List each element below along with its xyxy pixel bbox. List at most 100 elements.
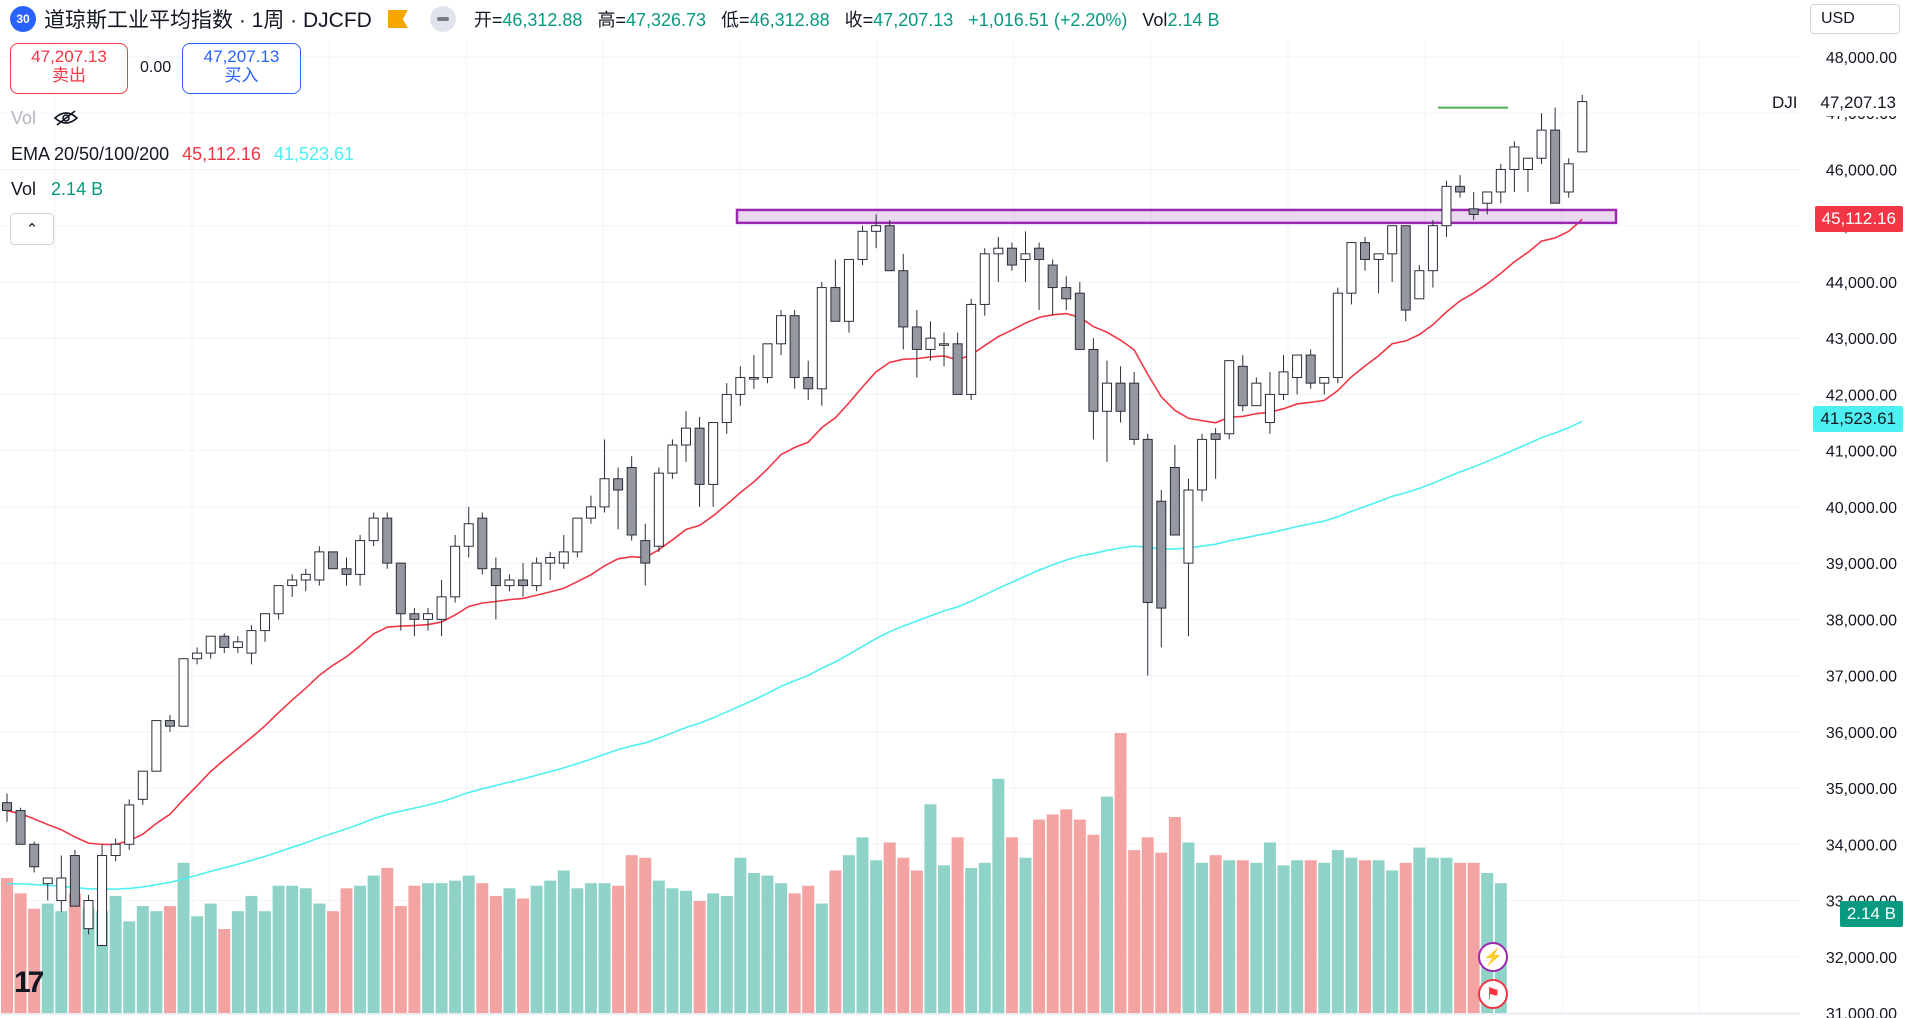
candle-body [1237,365,1248,407]
volume-bar [788,893,801,1013]
volume-bar [856,837,869,1013]
candle-body [667,444,678,474]
volume-bar [938,865,951,1013]
low-label: 低= [721,10,750,30]
price-axis[interactable]: 48,000.0047,000.0046,000.0045,000.0044,0… [1826,50,1897,1018]
resistance-zone[interactable] [735,106,1618,225]
currency-select[interactable]: USD [1810,4,1900,34]
volume-bar [435,883,448,1013]
volume-bar [489,895,502,1013]
volume-bar [910,870,923,1013]
candle-body [124,804,135,845]
legend-ema[interactable]: EMA 20/50/100/200 45,112.16 41,523.61 [11,144,354,165]
buy-price: 47,207.13 [203,47,280,66]
minus-icon [436,17,449,21]
legend-volume[interactable]: Vol 2.14 B [11,179,103,200]
symbol-logo-icon[interactable]: 30 [10,6,36,32]
high-label: 高= [597,10,626,30]
volume-bar [177,862,190,1013]
candle-body [1305,354,1316,384]
candle-body [1414,270,1425,300]
candle-body [911,326,922,350]
candle-body [925,337,936,350]
price-tick-label: 44,000.00 [1826,275,1897,292]
candle-body [504,579,515,587]
candle-body [1224,360,1235,435]
volume-bar [1196,862,1209,1013]
candle-body [843,258,854,322]
sell-label: 卖出 [52,66,86,85]
legend-ema-value-1: 45,112.16 [182,144,261,164]
volume-bar [286,885,299,1013]
volume-bar [1073,819,1086,1013]
volume-bar [1168,817,1181,1013]
change-value: +1,016.51 (+2.20%) [968,10,1128,30]
volume-bar [883,842,896,1013]
ema100-price-tag: 41,523.61 [1813,406,1903,432]
candle-body [1020,253,1031,260]
candle-body [1577,101,1588,153]
low-value: 46,312.88 [749,10,830,30]
candle-body [939,343,950,346]
legend-vol-hidden[interactable]: Vol [11,108,79,129]
candle-body [1197,438,1208,491]
ema-100-line [6,420,1583,890]
hide-ohlc-button[interactable] [429,6,456,32]
legend-ema-label: EMA 20/50/100/200 [11,144,170,164]
volume-bar [734,857,747,1013]
candle-body [300,573,311,581]
volume-bar [204,903,217,1013]
volume-bar [408,885,421,1013]
volume-bar [68,893,81,1013]
candle-body [341,568,352,575]
candle-body [1047,264,1058,289]
buy-button[interactable]: 47,207.13 买入 [182,43,301,94]
volume-bar [584,883,597,1013]
volume-bar [1331,850,1344,1013]
volume-bar [1033,819,1046,1013]
symbol-title[interactable]: 道琼斯工业平均指数 · 1周 · DJCFD [44,9,372,32]
volume-bar [1440,857,1453,1013]
sell-button[interactable]: 47,207.13 卖出 [10,43,128,94]
price-tick-label: 43,000.00 [1826,331,1897,348]
volume-bar [1046,814,1059,1013]
volume-bar [680,890,692,1013]
volume-bar [381,867,394,1013]
candle-body [653,472,664,547]
candle-body [450,545,461,598]
volume-bar [1209,855,1222,1013]
volume-bar [1019,857,1032,1013]
candle-body [1129,382,1140,440]
legend-vol-hidden-label: Vol [11,108,37,128]
candle-body [626,467,637,536]
candle-body [884,225,895,272]
us-flag-icon[interactable]: ⚑ [1478,979,1508,1009]
volume-bar [340,888,353,1013]
price-tick-label: 36,000.00 [1826,725,1897,742]
volume-bar [598,883,611,1013]
candle-body [1319,377,1330,384]
volume-bar [313,903,326,1013]
lightning-icon[interactable]: ⚡ [1478,942,1508,972]
candle-body [857,230,868,260]
volume-bar [693,901,706,1013]
eye-crossed-icon[interactable] [53,110,79,126]
flag-icon[interactable] [387,10,408,28]
price-tick-label: 48,000.00 [1826,50,1897,67]
ema20-price-tag: 45,112.16 [1814,206,1903,232]
candle-body [2,802,12,812]
volume-bar [272,885,285,1013]
collapse-legend-button[interactable]: ⌃ [10,213,54,245]
volume-bar [1277,865,1290,1013]
price-tick-label: 42,000.00 [1826,387,1897,404]
candle-body [1360,242,1370,260]
candle-body [871,225,882,232]
candle-body [15,810,26,845]
candle-body [735,377,746,395]
volume-bar [150,911,163,1013]
candle-body [192,652,203,660]
candle-body [1169,467,1180,536]
tradingview-logo[interactable]: 17 [14,966,44,999]
volume-bar [666,888,679,1013]
